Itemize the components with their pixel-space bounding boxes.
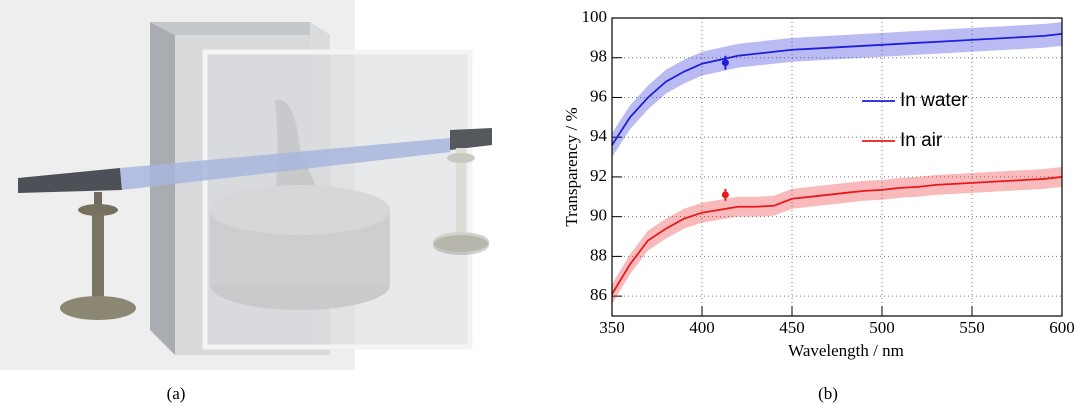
y-tick-label: 92	[590, 166, 607, 185]
measurement-point	[721, 59, 729, 67]
y-tick-label: 98	[590, 47, 607, 66]
x-tick-label: 550	[959, 318, 985, 337]
caption: (b)	[818, 384, 838, 403]
y-tick-label: 86	[590, 285, 607, 304]
error-band	[612, 167, 1062, 305]
y-tick-label: 88	[590, 245, 607, 264]
caption: (a)	[167, 384, 186, 403]
series-line	[611, 32, 1063, 146]
y-tick-label: 96	[590, 86, 607, 105]
series-line	[611, 176, 1063, 295]
illustration	[0, 0, 492, 370]
x-tick-label: 500	[869, 318, 895, 337]
plot-area	[612, 18, 1062, 316]
legend-label: In water	[900, 90, 968, 111]
plot-frame	[611, 17, 1063, 317]
y-tick-label: 100	[582, 7, 608, 26]
y-tick-label: 90	[590, 206, 607, 225]
measurement-point	[721, 191, 729, 199]
x-tick-label: 400	[689, 318, 715, 337]
x-tick-label: 350	[599, 318, 625, 337]
x-axis-label: Wavelength / nm	[788, 341, 904, 360]
legend-label: In air	[900, 130, 943, 151]
y-axis-label: Transparency / %	[562, 107, 581, 226]
y-tick-label: 94	[590, 126, 608, 145]
x-tick-label: 600	[1049, 318, 1075, 337]
x-tick-label: 450	[779, 318, 805, 337]
